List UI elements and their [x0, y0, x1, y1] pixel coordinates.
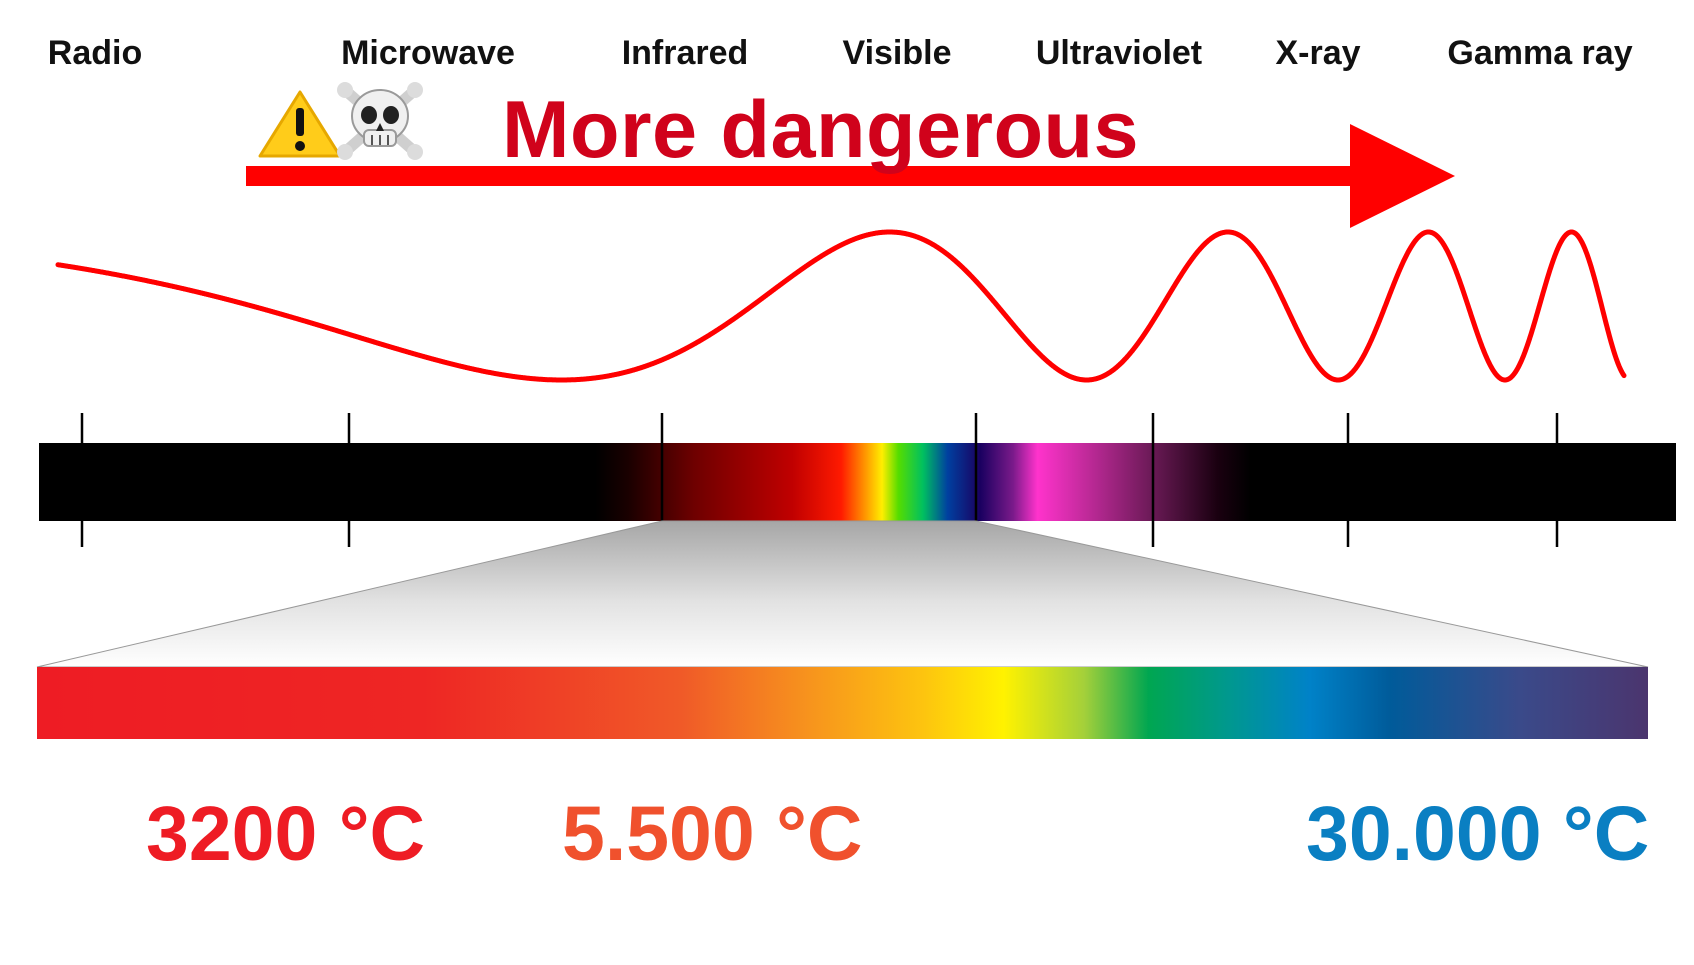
em-spectrum-bar [39, 443, 1676, 521]
danger-caption: More dangerous [502, 85, 1140, 175]
band-labels: Radio Microwave Infrared Visible Ultravi… [0, 0, 1694, 120]
band-label-microwave: Microwave [341, 34, 515, 72]
band-label-ultraviolet: Ultraviolet [1035, 34, 1203, 72]
band-label-xray: X-ray [1275, 34, 1361, 72]
danger-arrow-shaft [246, 166, 1356, 186]
skull-crossbones-icon [337, 82, 423, 160]
frequency-wave [55, 229, 1627, 383]
temperature-high: 30.000 °C [1306, 791, 1650, 877]
spectrum-ticks [80, 413, 1559, 547]
band-label-gamma-ray: Gamma ray [1447, 34, 1633, 72]
temperature-low: 3200 °C [146, 791, 426, 877]
band-label-infrared: Infrared [621, 34, 749, 72]
visible-spectrum-bar [37, 667, 1648, 739]
band-label-radio: Radio [47, 34, 143, 72]
visible-zoom-projection [36, 520, 1649, 668]
band-label-visible: Visible [842, 34, 952, 72]
danger-arrow-head [1350, 124, 1455, 228]
temperature-mid: 5.500 °C [562, 791, 863, 877]
warning-sign-icon [258, 90, 342, 158]
